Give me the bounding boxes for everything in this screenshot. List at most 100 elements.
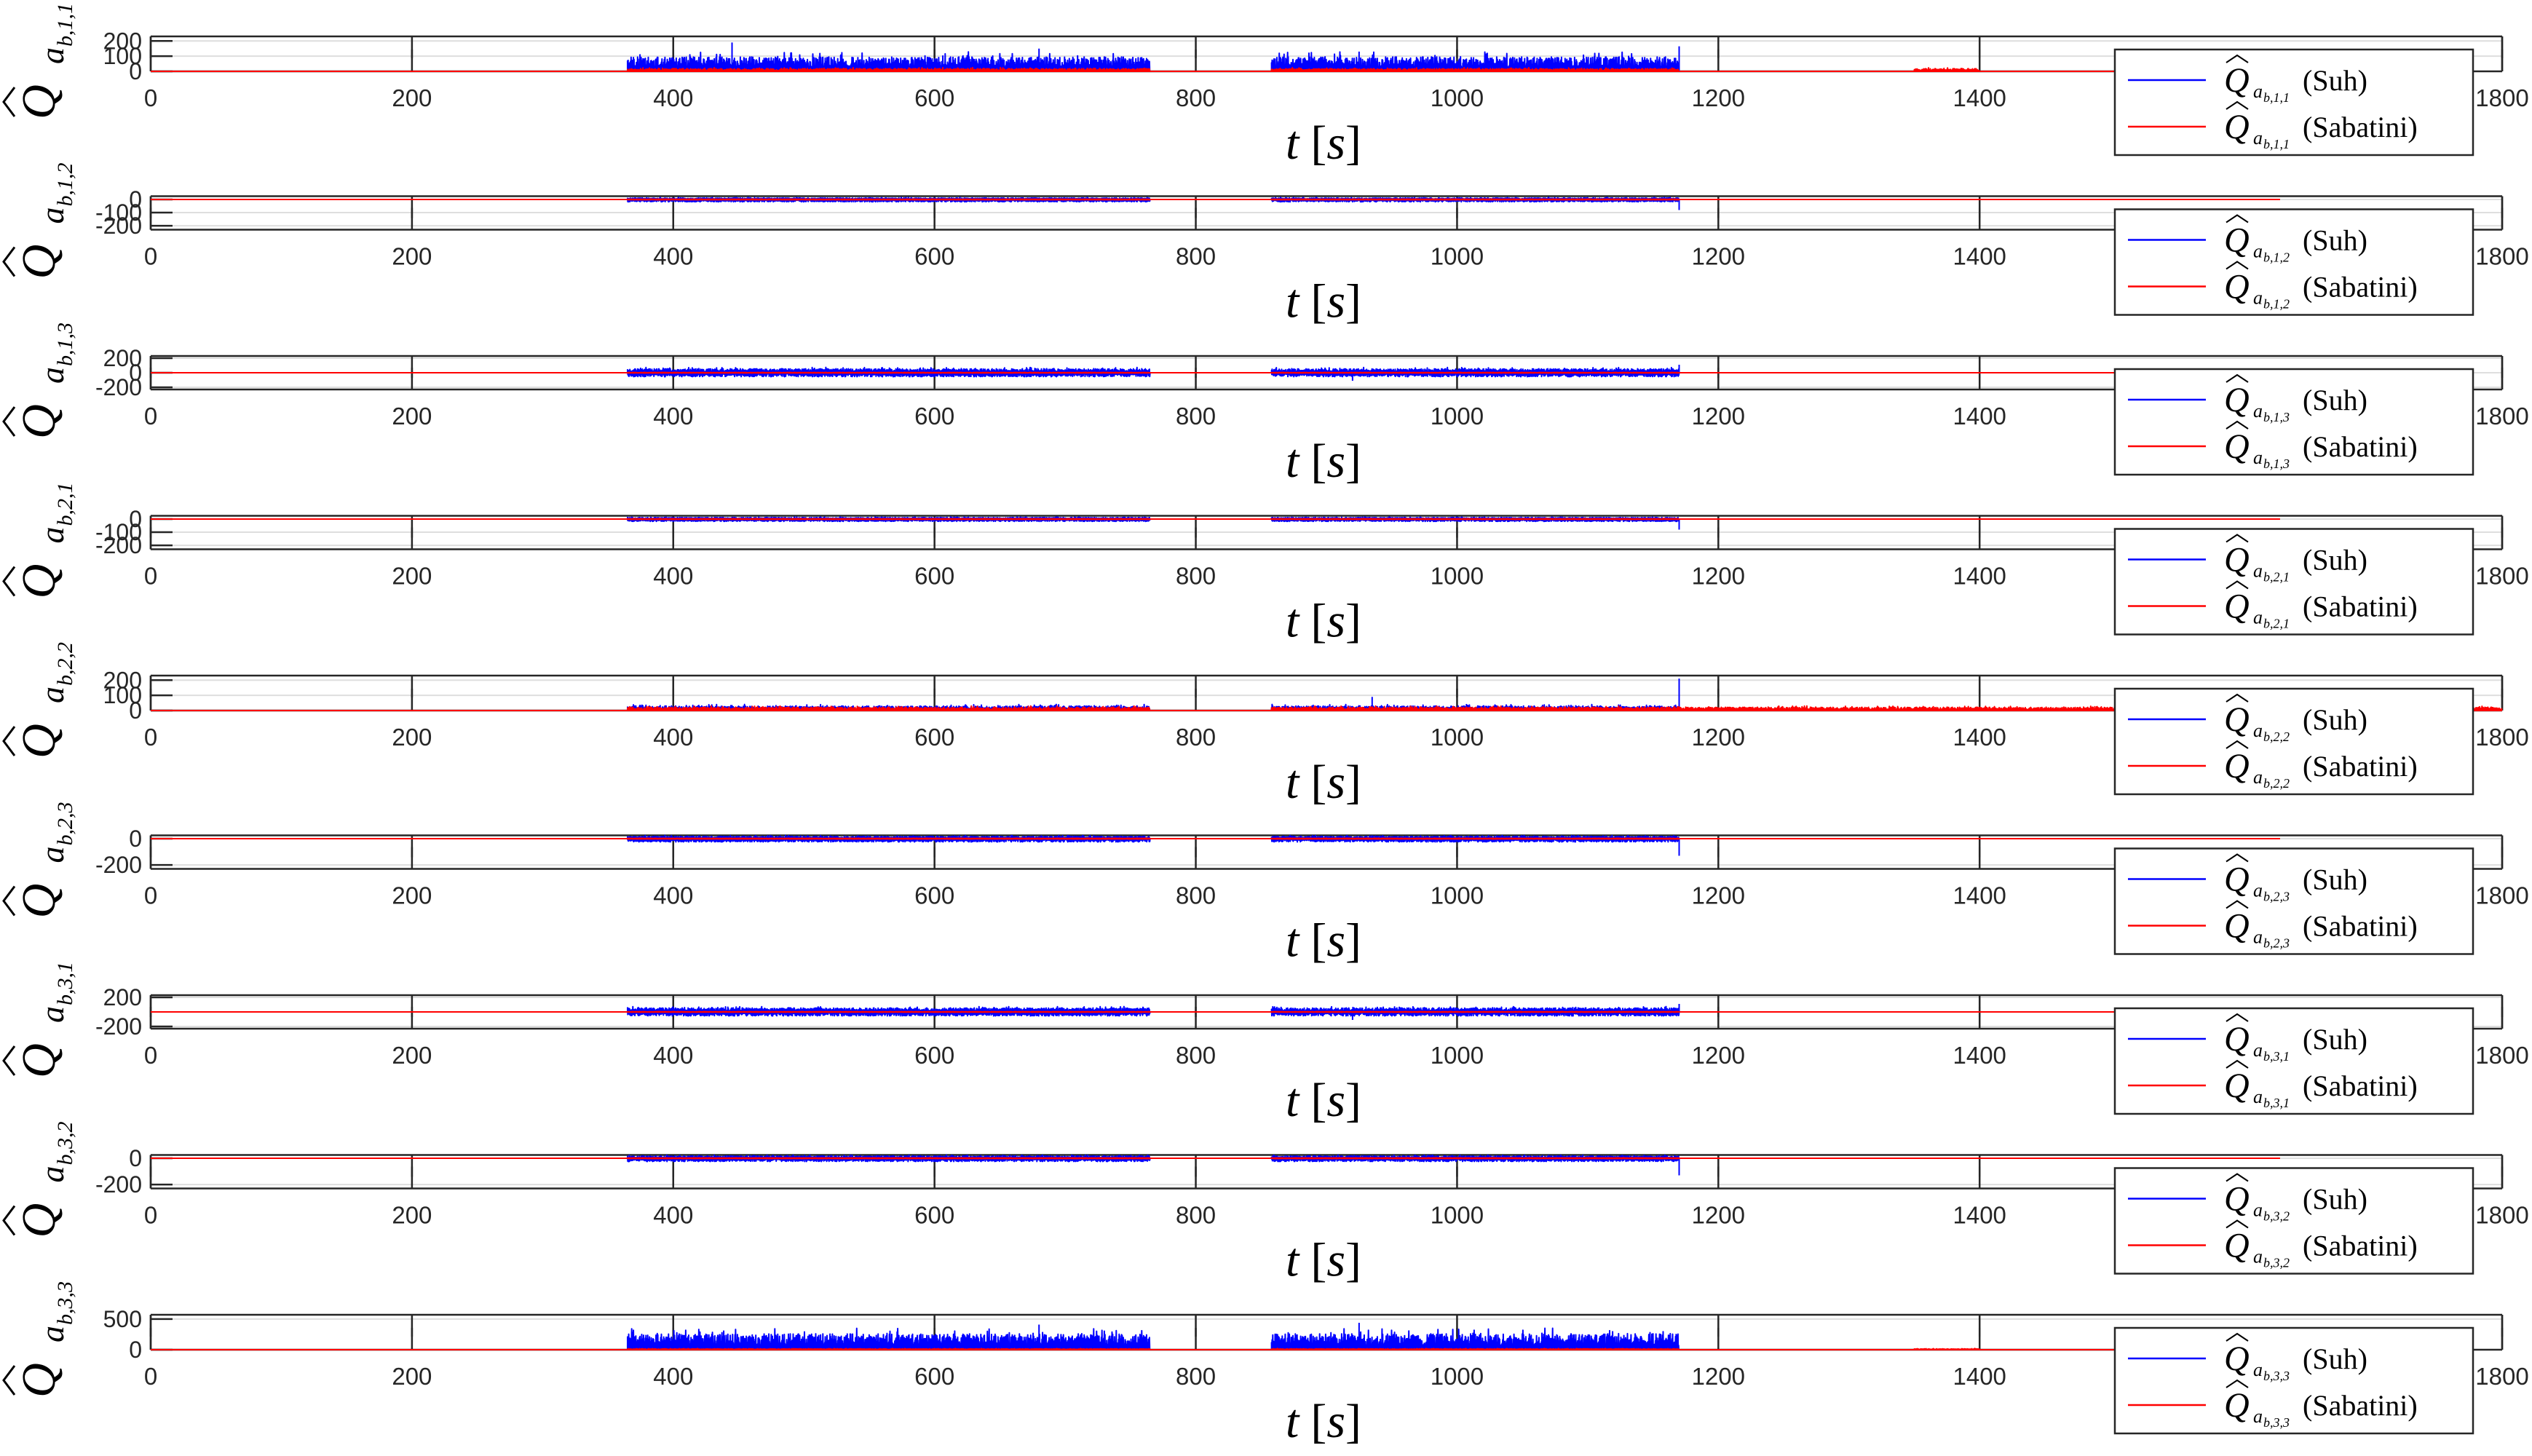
- y-label-a: a: [33, 207, 71, 224]
- legend-hat: [2226, 1059, 2249, 1069]
- legend-hat: [2226, 214, 2249, 223]
- legend-q: Q: [2224, 907, 2250, 946]
- legend-box: [2113, 847, 2474, 955]
- legend-a: a: [2253, 607, 2263, 628]
- y-tick-label: 0: [129, 58, 142, 84]
- panel-4: 0 200 400 600 800 1000 1200 1400 1800 0-100-200 t[…: [2, 483, 2529, 648]
- x-tick-label: 0: [144, 403, 157, 430]
- legend-subscript: b,2,1: [2263, 570, 2290, 585]
- legend-label: (Suh): [2303, 1183, 2367, 1216]
- y-label-a: a: [33, 47, 71, 64]
- x-axis-label: t [s]: [1286, 275, 1361, 328]
- x-tick-label: 800: [1176, 403, 1216, 430]
- y-tick-label: 100: [103, 43, 142, 69]
- y-tick-label: 0: [129, 1145, 142, 1171]
- y-label-a: a: [33, 1166, 71, 1183]
- x-tick-label: 200: [392, 563, 432, 590]
- x-tick-label: 1200: [1692, 882, 1745, 909]
- x-tick-label: 0: [144, 563, 157, 590]
- x-axis-label: t [s]: [1286, 116, 1361, 170]
- legend-a: a: [2253, 447, 2263, 468]
- y-tick-label: -200: [95, 532, 142, 558]
- x-tick-label: 1800: [2475, 1202, 2528, 1229]
- legend-q: Q: [2224, 61, 2250, 100]
- x-tick-label: 200: [392, 724, 432, 751]
- x-tick-label: 600: [914, 882, 954, 909]
- x-tick-label: 600: [914, 563, 954, 590]
- y-axis-label: Qab,1,3: [2, 323, 77, 439]
- legend-label: (Suh): [2303, 863, 2367, 896]
- x-tick-label: 1000: [1431, 1202, 1484, 1229]
- x-tick-label: 1800: [2475, 243, 2528, 270]
- hat-mark: [2, 1045, 16, 1076]
- legend-q: Q: [2224, 221, 2250, 260]
- legend-box: [2113, 687, 2474, 796]
- y-axis-label: Qab,3,3: [2, 1281, 77, 1398]
- y-axis-label: Qab,2,2: [2, 642, 77, 759]
- x-axis-label: t [s]: [1286, 1395, 1361, 1448]
- legend-subscript: b,1,1: [2263, 90, 2290, 105]
- legend-label: (Sabatini): [2303, 590, 2418, 623]
- legend-label: (Sabatini): [2303, 111, 2418, 143]
- x-tick-label: 800: [1176, 84, 1216, 111]
- legend-subscript: b,2,3: [2263, 936, 2290, 951]
- legend-box: [2113, 1007, 2474, 1115]
- legend-hat: [2226, 693, 2249, 703]
- x-tick-label: 0: [144, 1363, 157, 1390]
- x-tick-label: 1800: [2475, 563, 2528, 590]
- y-label-q: Q: [12, 1043, 66, 1078]
- x-tick-label: 0: [144, 84, 157, 111]
- hat-mark: [2, 885, 16, 917]
- y-tick-label: -200: [95, 213, 142, 239]
- y-label-a: a: [33, 527, 71, 544]
- x-tick-label: 600: [914, 243, 954, 270]
- legend-label: (Sabatini): [2303, 1230, 2418, 1262]
- x-tick-label: 1000: [1431, 563, 1484, 590]
- y-label-a: a: [33, 847, 71, 863]
- y-tick-label: 100: [103, 682, 142, 708]
- x-tick-label: 200: [392, 84, 432, 111]
- hat-mark: [2, 726, 16, 756]
- x-tick-label: 1400: [1953, 882, 2006, 909]
- x-tick-label: 200: [392, 1363, 432, 1390]
- y-label-q: Q: [12, 404, 66, 439]
- x-tick-label: 1000: [1431, 243, 1484, 270]
- y-axis-label: Qab,1,1: [2, 3, 77, 119]
- x-tick-label: 400: [653, 1363, 693, 1390]
- legend-subscript: b,2,1: [2263, 617, 2290, 631]
- y-tick-label: 500: [103, 1306, 142, 1332]
- x-axis-label: t [s]: [1286, 435, 1361, 488]
- panel-2: 0 200 400 600 800 1000 1200 1400 1800 0-100-200 t[…: [2, 163, 2529, 328]
- y-tick-label: -200: [95, 852, 142, 878]
- x-tick-label: 1200: [1692, 84, 1745, 111]
- y-tick-label: 0: [129, 1337, 142, 1363]
- series-line-sabatini: [151, 1348, 2280, 1350]
- legend-box: [2113, 208, 2474, 316]
- legend-hat: [2226, 580, 2249, 590]
- legend-subscript: b,2,3: [2263, 890, 2290, 904]
- legend-label: (Suh): [2303, 544, 2367, 577]
- legend-label: (Sabatini): [2303, 1389, 2418, 1422]
- legend-hat: [2226, 54, 2249, 63]
- y-label-q: Q: [12, 84, 66, 119]
- legend-subscript: b,3,2: [2263, 1256, 2290, 1270]
- y-label-a: a: [33, 1006, 71, 1023]
- series-line-suh: [151, 678, 1680, 711]
- series-line-suh: [151, 365, 1680, 381]
- x-tick-label: 400: [653, 84, 693, 111]
- x-tick-label: 200: [392, 403, 432, 430]
- y-label-q: Q: [12, 884, 66, 919]
- y-label-a: a: [33, 1326, 71, 1342]
- legend-hat: [2226, 1173, 2249, 1182]
- x-tick-label: 1400: [1953, 724, 2006, 751]
- legend-hat: [2226, 853, 2249, 863]
- legend-a: a: [2253, 127, 2263, 149]
